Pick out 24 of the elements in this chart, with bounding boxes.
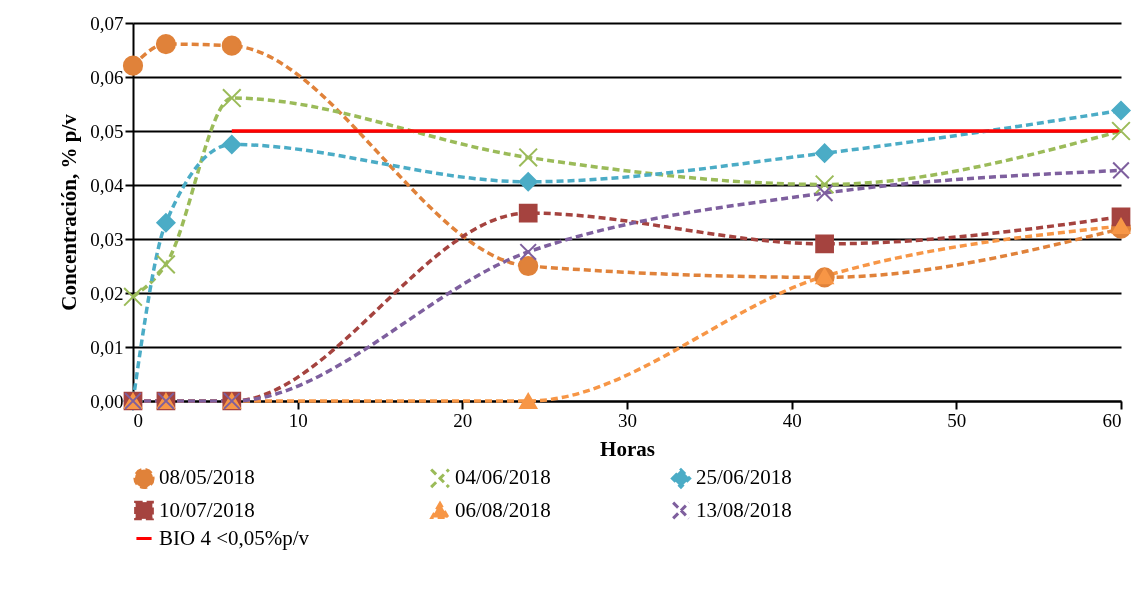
x-tick-label: 0 — [133, 409, 143, 431]
y-tick-label: 0,02 — [90, 282, 124, 304]
x-tick-label: 50 — [947, 409, 967, 431]
legend-label: 06/08/2018 — [455, 497, 551, 522]
legend-label: 08/05/2018 — [159, 465, 255, 490]
y-axis-title: Concentración, % p/v — [57, 113, 82, 311]
x-axis-title: Horas — [600, 436, 655, 461]
x-tick-label: 10 — [288, 409, 308, 431]
x-tick-label: 60 — [1102, 409, 1122, 431]
x-tick-label: 20 — [453, 409, 473, 431]
y-tick-label: 0,05 — [90, 120, 124, 142]
legend-label: 25/06/2018 — [696, 465, 792, 490]
x-tick-label: 30 — [618, 409, 637, 431]
legend-label: 04/06/2018 — [455, 465, 551, 490]
y-tick-label: 0,03 — [90, 228, 124, 250]
y-tick-label: 0,06 — [90, 66, 124, 88]
y-tick-label: 0,00 — [90, 390, 124, 412]
y-tick-label: 0,04 — [90, 174, 124, 196]
x-tick-label: 40 — [782, 409, 802, 431]
legend-label: BIO 4 <0,05%p/v — [159, 525, 310, 550]
y-tick-label: 0,07 — [90, 12, 124, 34]
legend-label: 10/07/2018 — [159, 497, 255, 522]
legend-label: 13/08/2018 — [696, 497, 792, 522]
y-tick-label: 0,01 — [90, 336, 124, 358]
